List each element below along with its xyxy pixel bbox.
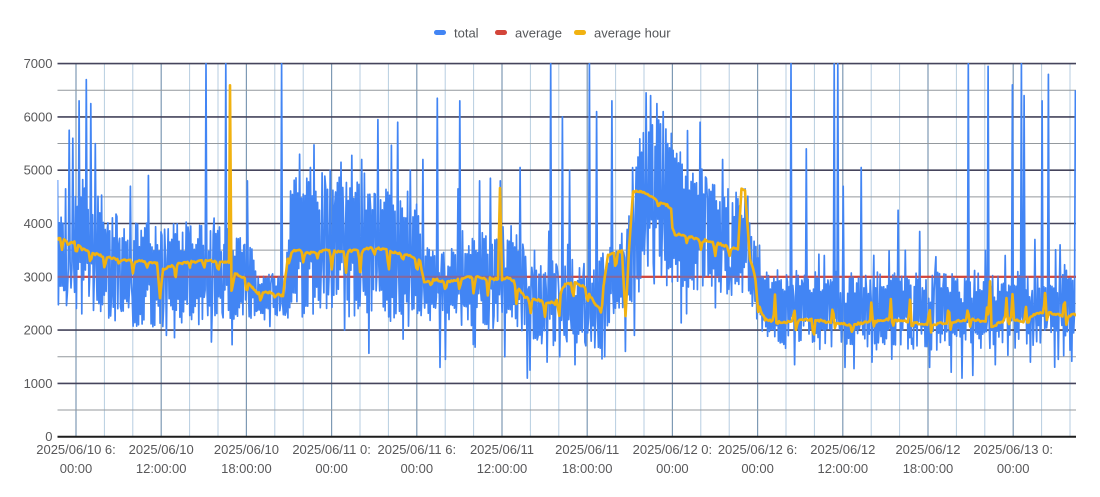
svg-text:average hour: average hour xyxy=(594,26,671,41)
svg-text:average: average xyxy=(515,26,562,41)
svg-text:2025/06/11: 2025/06/11 xyxy=(470,442,534,457)
svg-text:18:00:00: 18:00:00 xyxy=(221,461,272,476)
svg-text:2025/06/10 6:: 2025/06/10 6: xyxy=(36,442,116,457)
svg-text:1000: 1000 xyxy=(24,376,53,391)
svg-text:18:00:00: 18:00:00 xyxy=(562,461,613,476)
svg-text:7000: 7000 xyxy=(24,56,53,71)
svg-text:5000: 5000 xyxy=(24,163,53,178)
svg-text:00:00: 00:00 xyxy=(656,461,689,476)
svg-text:2025/06/10: 2025/06/10 xyxy=(129,442,194,457)
svg-text:2025/06/11 6:: 2025/06/11 6: xyxy=(378,442,457,457)
svg-text:12:00:00: 12:00:00 xyxy=(817,461,868,476)
svg-text:total: total xyxy=(454,26,479,41)
svg-text:2025/06/11 0:: 2025/06/11 0: xyxy=(292,442,371,457)
svg-text:3000: 3000 xyxy=(24,269,53,284)
svg-text:00:00: 00:00 xyxy=(997,461,1030,476)
svg-text:2025/06/12: 2025/06/12 xyxy=(895,442,960,457)
svg-text:2025/06/12 0:: 2025/06/12 0: xyxy=(633,442,713,457)
svg-text:12:00:00: 12:00:00 xyxy=(136,461,187,476)
svg-text:2000: 2000 xyxy=(24,323,53,338)
svg-text:2025/06/13 0:: 2025/06/13 0: xyxy=(973,442,1053,457)
svg-text:2025/06/12 6:: 2025/06/12 6: xyxy=(718,442,798,457)
svg-text:00:00: 00:00 xyxy=(401,461,434,476)
svg-text:2025/06/10: 2025/06/10 xyxy=(214,442,279,457)
svg-text:18:00:00: 18:00:00 xyxy=(903,461,954,476)
svg-text:6000: 6000 xyxy=(24,109,53,124)
svg-text:2025/06/11: 2025/06/11 xyxy=(555,442,619,457)
svg-text:4000: 4000 xyxy=(24,216,53,231)
svg-text:2025/06/12: 2025/06/12 xyxy=(810,442,875,457)
svg-text:00:00: 00:00 xyxy=(60,461,93,476)
svg-text:0: 0 xyxy=(45,429,52,444)
svg-text:00:00: 00:00 xyxy=(315,461,348,476)
svg-text:00:00: 00:00 xyxy=(741,461,774,476)
svg-text:12:00:00: 12:00:00 xyxy=(477,461,528,476)
